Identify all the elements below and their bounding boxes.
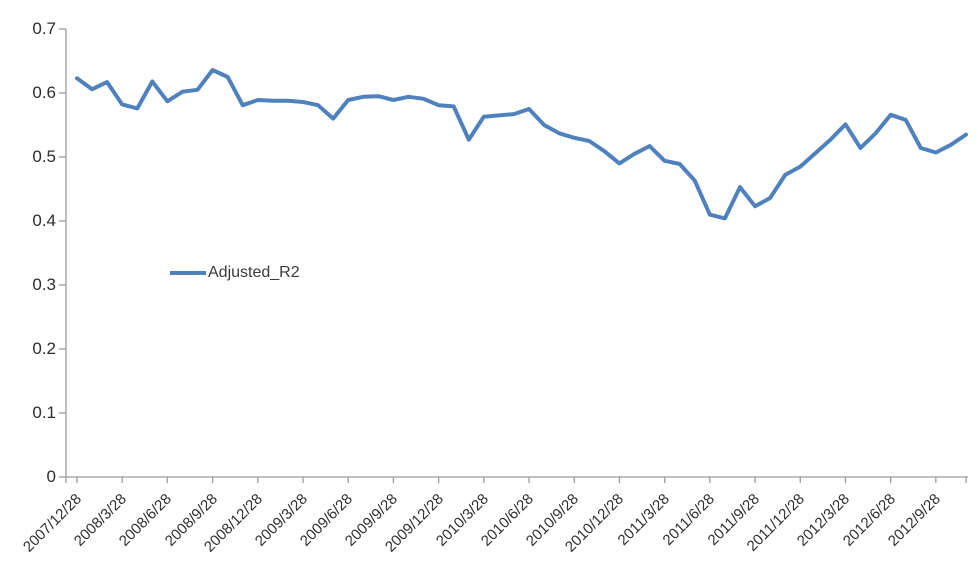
y-axis-tick-label: 0.6 bbox=[32, 83, 56, 102]
y-axis-tick-label: 0.5 bbox=[32, 147, 56, 166]
adjusted-r2-line bbox=[75, 68, 968, 221]
y-axis-tick-label: 0.7 bbox=[32, 19, 56, 38]
legend: Adjusted_R2 bbox=[170, 263, 300, 283]
y-axis-tick-label: 0.3 bbox=[32, 275, 56, 294]
y-axis-tick-label: 0.4 bbox=[32, 211, 56, 230]
legend-series-label: Adjusted_R2 bbox=[208, 264, 300, 281]
y-axis-tick-label: 0.2 bbox=[32, 339, 56, 358]
legend-line-sample-icon bbox=[170, 271, 206, 275]
y-axis-tick-label: 0 bbox=[46, 467, 56, 486]
y-axis-tick-label: 0.1 bbox=[32, 403, 56, 422]
